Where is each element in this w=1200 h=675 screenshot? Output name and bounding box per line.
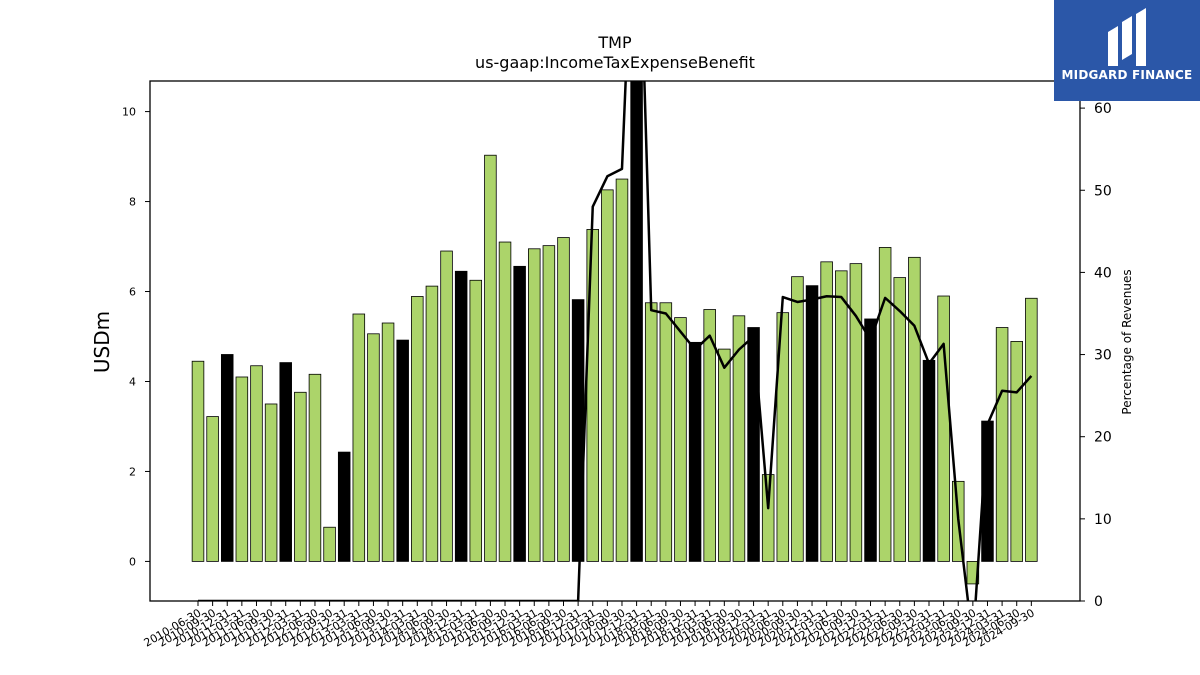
bar [805, 285, 819, 562]
logo-text: MIDGARD FINANCE [1061, 68, 1193, 82]
y-tick-label: 10 [122, 106, 136, 119]
bar [323, 526, 336, 562]
bar [820, 261, 833, 562]
bar [484, 154, 497, 562]
bar [308, 373, 322, 562]
bar [849, 263, 863, 562]
bar [381, 322, 395, 562]
bar [1025, 297, 1038, 562]
plot-area: 024681001020304050602010-06-302010-09-30… [122, 80, 1112, 650]
bar [528, 248, 541, 562]
y-axis-label: USDm [90, 311, 114, 373]
bar [688, 341, 702, 562]
bar [469, 279, 483, 562]
y2-tick-label: 60 [1094, 101, 1112, 117]
bar [513, 265, 526, 562]
y2-tick-label: 0 [1094, 594, 1103, 610]
bar [1010, 341, 1023, 562]
bar [425, 285, 439, 562]
y2-tick-label: 40 [1094, 265, 1112, 281]
bar [937, 295, 950, 562]
bars-group [191, 81, 1038, 585]
bar [674, 317, 687, 562]
bar [601, 189, 614, 562]
bar [908, 256, 921, 562]
bar [791, 276, 804, 562]
bar [191, 360, 205, 562]
bar [747, 327, 760, 562]
bar [220, 354, 234, 562]
bar [659, 302, 673, 562]
bar [981, 420, 994, 562]
bar [835, 270, 848, 562]
bar [264, 403, 278, 562]
bar [732, 315, 746, 562]
y-tick-label: 2 [129, 465, 136, 478]
y-tick-label: 4 [129, 375, 136, 388]
y2-tick-label: 10 [1094, 512, 1112, 528]
bar [703, 309, 716, 562]
y-tick-label: 6 [129, 286, 136, 299]
bar [294, 391, 307, 562]
brand-logo: MIDGARD FINANCE [1054, 0, 1200, 101]
bar [922, 359, 936, 562]
bar [454, 270, 468, 562]
chart-title: TMP [597, 33, 632, 52]
chart-subtitle: us-gaap:IncomeTaxExpenseBenefit [475, 53, 755, 72]
logo-mark-icon [1108, 8, 1146, 66]
bar [542, 245, 556, 562]
bar [396, 339, 409, 562]
bar [864, 318, 877, 562]
bar [615, 178, 629, 562]
bar [206, 416, 219, 562]
bar [718, 348, 731, 562]
bar [498, 241, 512, 562]
bar [586, 229, 599, 562]
bar [352, 313, 366, 562]
bar [761, 474, 775, 562]
bar [995, 327, 1009, 562]
y-tick-label: 0 [129, 555, 136, 568]
bar [367, 333, 380, 562]
bar [279, 362, 292, 562]
plot-frame [149, 80, 1081, 602]
y2-tick-label: 50 [1094, 183, 1112, 199]
bar [878, 247, 892, 562]
bar [250, 365, 263, 562]
series-line [198, 81, 1033, 601]
bar [411, 296, 424, 562]
bar [440, 250, 453, 562]
bar [337, 451, 351, 562]
y-tick-label: 8 [129, 196, 136, 209]
bar [557, 237, 570, 562]
y2-tick-label: 20 [1094, 430, 1112, 446]
bar [644, 302, 658, 562]
bar [893, 277, 907, 562]
bar [235, 376, 249, 562]
y2-axis-label: Percentage of Revenues [1120, 269, 1134, 414]
bar [630, 81, 643, 562]
y2-tick-label: 30 [1094, 348, 1112, 364]
